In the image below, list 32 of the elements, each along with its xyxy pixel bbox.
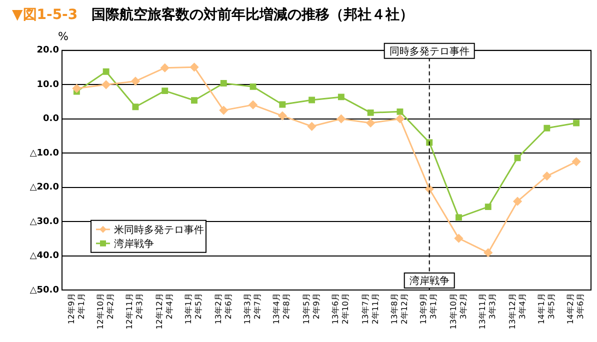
- x-tick-label: 13年2月 2年6月: [214, 293, 234, 326]
- ref-line-label: 同時多発テロ事件: [389, 45, 470, 58]
- annotation: 湾岸戦争: [409, 275, 450, 288]
- x-tick-label: 12年10月 2年2月: [96, 293, 116, 332]
- y-tick-label: 10.0: [36, 80, 59, 90]
- x-tick-label: 13年9月 3年1月: [419, 293, 440, 326]
- y-tick-label: 0.0: [43, 114, 59, 124]
- x-tick-label: 13年6月 2年10月: [331, 293, 352, 326]
- y-axis-title: %: [58, 30, 68, 43]
- chart-title: ▼図1-5-3 国際航空旅客数の対前年比増減の推移（邦社４社）: [12, 7, 414, 23]
- legend-label: 湾岸戦争: [114, 238, 154, 250]
- x-tick-label: 13年1月 2年5月: [184, 293, 204, 326]
- x-tick-label: 13年12月 3年4月: [508, 293, 528, 332]
- x-tick-label: 13年11月 3年3月: [478, 293, 498, 332]
- x-tick-label: 13年8月 2年12月: [390, 293, 410, 326]
- y-tick-label: △40.0: [30, 251, 59, 262]
- y-tick-label: 20.0: [36, 46, 59, 56]
- x-tick-label: 13年7月 2年11月: [360, 293, 381, 326]
- x-tick-label: 13年5月 2年9月: [302, 293, 322, 326]
- x-tick-label: 13年4月 2年8月: [272, 293, 292, 326]
- x-tick-label: 13年10月 3年2月: [448, 293, 469, 332]
- x-tick-label: 12年9月 2年1月: [66, 293, 87, 326]
- x-tick-label: 12年11月 2年3月: [125, 293, 146, 332]
- x-tick-label: 14年2月 3年6月: [566, 293, 586, 326]
- x-tick-label: 12年12月 2年4月: [154, 293, 175, 332]
- y-tick-label: △20.0: [30, 182, 59, 193]
- y-tick-label: △10.0: [30, 148, 59, 158]
- y-tick-label: △30.0: [30, 216, 59, 227]
- y-tick-label: △50.0: [30, 285, 59, 296]
- x-tick-label: 13年3月 2年7月: [243, 293, 264, 326]
- legend-label: 米同時多発テロ事件: [114, 224, 204, 236]
- x-tick-label: 14年1月 3年5月: [536, 293, 557, 326]
